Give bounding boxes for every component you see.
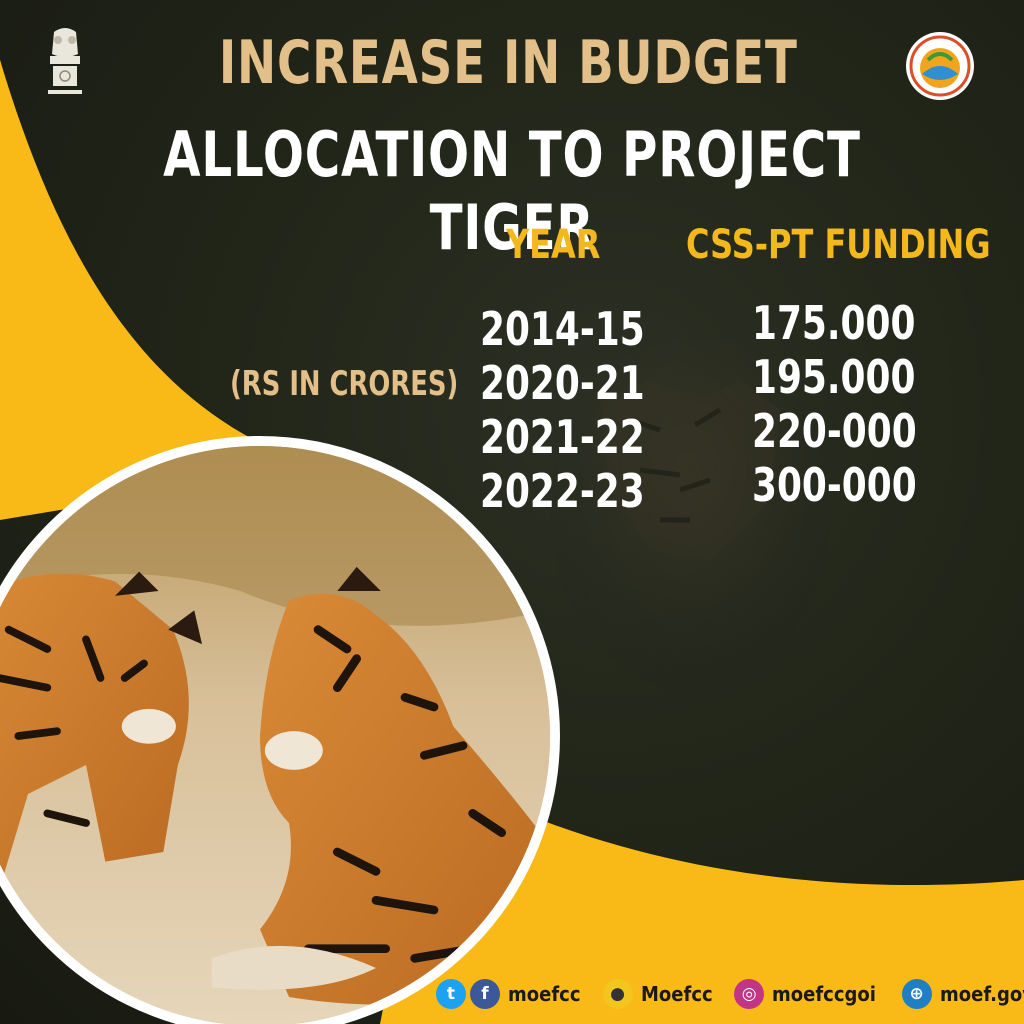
year-cell: 2020-21 <box>480 356 645 410</box>
funding-cell: 175.000 <box>752 296 916 350</box>
funding-cell: 300-000 <box>752 458 917 512</box>
background-tiger-image <box>550 340 830 690</box>
year-cell: 2022-23 <box>480 464 645 518</box>
social-footer: t f moefcc ● Moefcc ◎ moefccgoi ⊕ moef.g… <box>436 974 1024 1014</box>
year-column: 2014-15 2020-21 2021-22 2022-23 <box>480 302 691 518</box>
twitter-icon[interactable]: t <box>436 979 466 1009</box>
twitter-facebook-handle[interactable]: moefcc <box>508 982 581 1006</box>
funding-cell: 220-000 <box>752 404 917 458</box>
national-emblem-icon <box>48 28 82 94</box>
funding-cell: 195.000 <box>752 350 916 404</box>
koo-handle[interactable]: Moefcc <box>640 982 713 1006</box>
instagram-handle[interactable]: moefccgoi <box>772 982 877 1006</box>
year-cell: 2014-15 <box>480 302 645 356</box>
moefcc-logo-icon <box>906 32 974 100</box>
funding-column: 175.000 195.000 220-000 300-000 <box>752 296 963 512</box>
globe-icon[interactable]: ⊕ <box>901 979 932 1009</box>
koo-icon[interactable]: ● <box>602 979 633 1009</box>
title-line-2: ALLOCATION TO PROJECT TIGER <box>163 118 861 264</box>
website-link[interactable]: moef.gov.in <box>939 982 1024 1006</box>
year-cell: 2021-22 <box>480 410 645 464</box>
instagram-icon[interactable]: ◎ <box>734 979 765 1009</box>
units-note: (RS IN CRORES) <box>230 364 459 404</box>
tiger-photo-illustration <box>0 446 550 1024</box>
tiger-photo <box>0 436 560 1024</box>
facebook-icon[interactable]: f <box>470 979 500 1009</box>
title-line-1: INCREASE IN BUDGET <box>218 28 798 98</box>
funding-column-header: CSS-PT FUNDING <box>686 222 991 268</box>
year-column-header: YEAR <box>506 222 601 268</box>
